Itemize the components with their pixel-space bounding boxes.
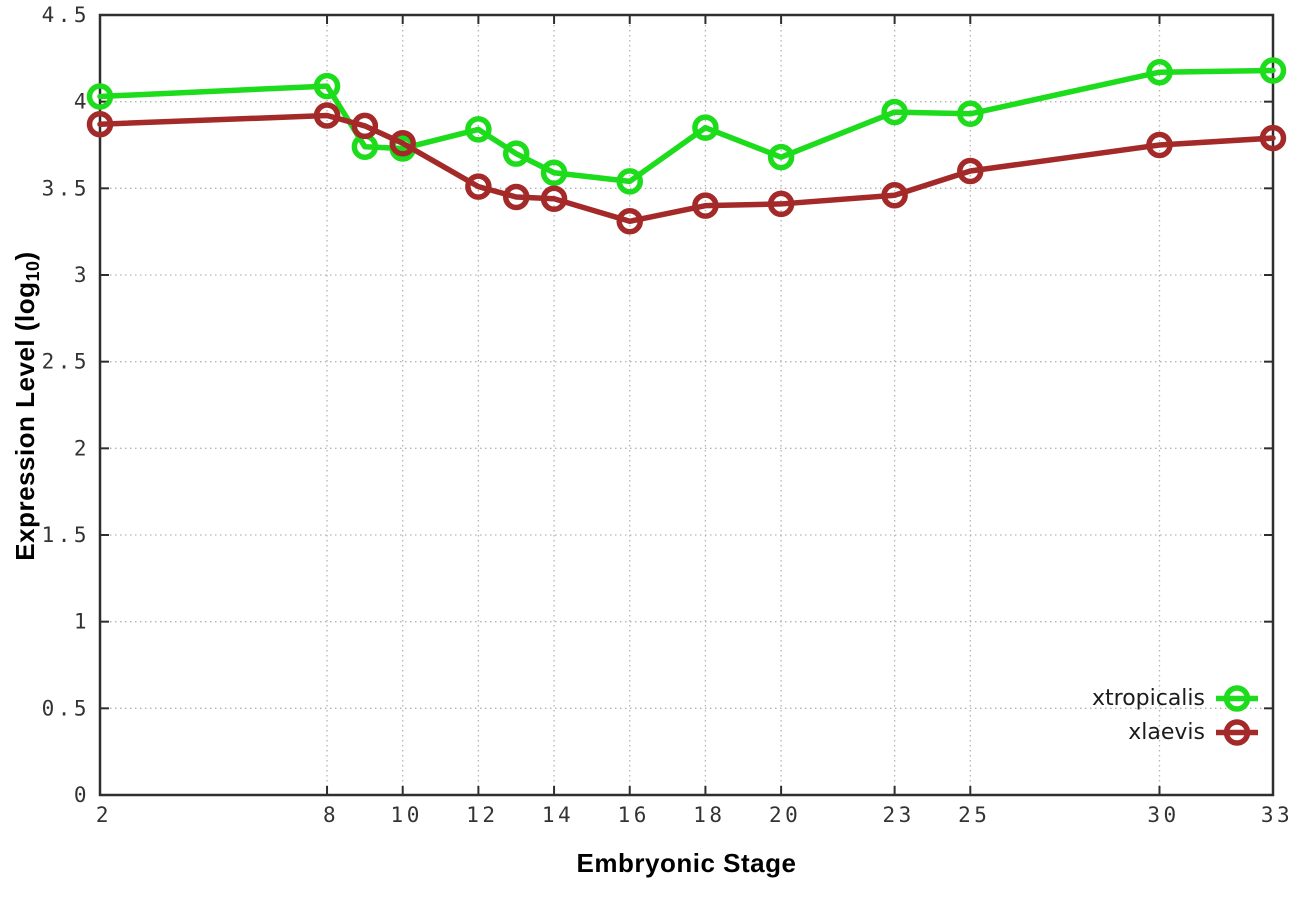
data-point-xlaevis bbox=[389, 130, 416, 157]
legend: xtropicalis xlaevis bbox=[1092, 683, 1260, 748]
data-point-xlaevis bbox=[313, 102, 341, 129]
data-point-xtropicalis bbox=[86, 83, 114, 110]
data-point-xlaevis bbox=[881, 182, 908, 209]
y-tick-label: 1.5 bbox=[42, 523, 90, 547]
data-point-xtropicalis bbox=[616, 168, 643, 195]
y-tick-label: 2.5 bbox=[42, 350, 90, 374]
y-tick-label: 4 bbox=[74, 90, 90, 114]
data-point-xlaevis bbox=[351, 112, 379, 140]
x-tick-label: 16 bbox=[618, 803, 650, 827]
x-tick-label: 10 bbox=[391, 803, 423, 827]
data-point-xlaevis bbox=[767, 190, 795, 218]
y-axis-title-main: Expression Level (log bbox=[10, 281, 40, 561]
data-point-xlaevis bbox=[1146, 131, 1173, 159]
data-point-xtropicalis bbox=[881, 98, 908, 126]
x-tick-label: 23 bbox=[882, 803, 914, 827]
data-point-xlaevis bbox=[86, 110, 114, 138]
legend-circle bbox=[1223, 685, 1251, 712]
data-point-xlaevis bbox=[1259, 124, 1287, 152]
data-point-xtropicalis bbox=[540, 159, 568, 186]
y-axis-title-close: ) bbox=[10, 251, 40, 261]
y-tick-label: 4.5 bbox=[42, 3, 90, 27]
x-tick-label: 33 bbox=[1261, 803, 1293, 827]
data-point-xtropicalis bbox=[502, 140, 530, 167]
legend-item-xlaevis: xlaevis bbox=[1092, 717, 1260, 748]
y-tick-label: 1 bbox=[74, 610, 90, 634]
data-point-xlaevis bbox=[502, 183, 530, 211]
x-tick-label: 18 bbox=[693, 803, 725, 827]
x-tick-label: 12 bbox=[466, 803, 498, 827]
data-point-xtropicalis bbox=[313, 72, 341, 100]
series-line-xlaevis bbox=[97, 112, 1276, 225]
x-tick-label: 25 bbox=[958, 803, 990, 827]
legend-item-xtropicalis: xtropicalis bbox=[1092, 683, 1260, 714]
y-axis-title: Expression Level (log10) bbox=[10, 16, 44, 796]
y-tick-label: 3.5 bbox=[42, 176, 90, 200]
data-point-xlaevis bbox=[540, 185, 568, 212]
x-tick-label: 14 bbox=[542, 803, 574, 827]
plot-border bbox=[98, 13, 1275, 797]
legend-marker-xtropicalis bbox=[1216, 685, 1258, 712]
x-tick-label: 2 bbox=[96, 803, 112, 827]
data-point-xlaevis bbox=[957, 157, 984, 185]
legend-label-xtropicalis: xtropicalis bbox=[1091, 686, 1205, 711]
legend-label-xlaevis: xlaevis bbox=[1128, 720, 1205, 745]
x-tick-label: 20 bbox=[769, 803, 801, 827]
legend-marker-xlaevis bbox=[1216, 719, 1258, 746]
y-tick-label: 0 bbox=[74, 783, 90, 807]
y-tick-label: 2 bbox=[74, 436, 90, 460]
y-axis-title-subscript: 10 bbox=[23, 260, 43, 282]
data-point-xtropicalis bbox=[1146, 58, 1173, 86]
x-tick-label: 8 bbox=[323, 803, 339, 827]
y-tick-label: 0.5 bbox=[42, 696, 90, 720]
legend-circle bbox=[1223, 719, 1251, 746]
data-point-xtropicalis bbox=[692, 114, 719, 141]
data-point-xtropicalis bbox=[957, 100, 984, 128]
data-point-xtropicalis bbox=[465, 116, 492, 143]
x-tick-label: 30 bbox=[1147, 803, 1179, 827]
y-tick-label: 3 bbox=[74, 263, 90, 287]
data-point-xtropicalis bbox=[1259, 57, 1287, 84]
data-point-xlaevis bbox=[692, 192, 719, 219]
data-point-xlaevis bbox=[616, 208, 643, 235]
data-point-xtropicalis bbox=[767, 143, 795, 171]
data-point-xlaevis bbox=[465, 173, 492, 200]
x-axis-title: Embryonic Stage bbox=[576, 848, 797, 878]
series-line-xtropicalis bbox=[97, 67, 1276, 185]
